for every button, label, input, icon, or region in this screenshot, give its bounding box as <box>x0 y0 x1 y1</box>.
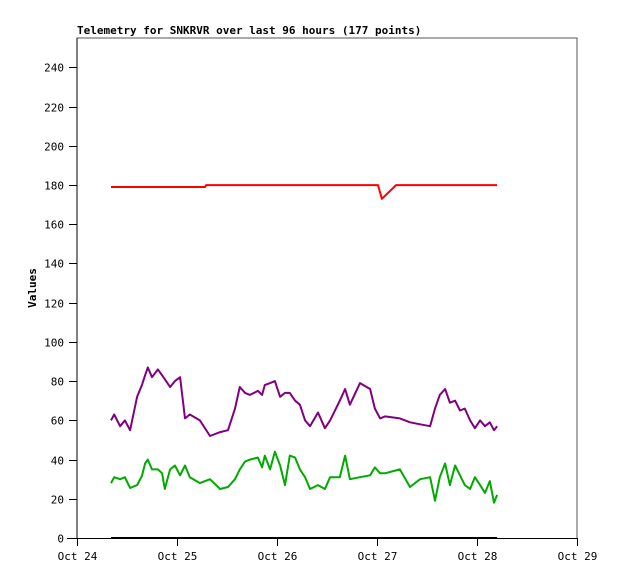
series-line-2 <box>111 184 498 200</box>
y-tick-label: 20 <box>51 494 64 507</box>
x-tick-label: Oct 29 <box>558 550 598 563</box>
y-tick-label: 40 <box>51 455 64 468</box>
y-tick-label: 220 <box>44 102 64 115</box>
y-tick-label: 160 <box>44 219 64 232</box>
x-tick-label: Oct 24 <box>58 550 98 563</box>
y-tick-label: 180 <box>44 180 64 193</box>
x-tick-label: Oct 25 <box>158 550 198 563</box>
y-tick-label: 240 <box>44 62 64 75</box>
y-tick-label: 100 <box>44 337 64 350</box>
y-tick-label: 140 <box>44 258 64 271</box>
y-tick-label: 200 <box>44 141 64 154</box>
series-line-0 <box>110 450 499 504</box>
plot-frame <box>76 37 578 538</box>
y-tick-label: 0 <box>57 533 64 546</box>
y-tick-label: 80 <box>51 376 64 389</box>
x-tick-label: Oct 27 <box>358 550 398 563</box>
x-tick-label: Oct 28 <box>458 550 498 563</box>
y-tick-label: 120 <box>44 298 64 311</box>
y-tick-label: 60 <box>51 415 64 428</box>
x-tick-label: Oct 26 <box>258 550 298 563</box>
series-line-1 <box>110 366 498 437</box>
chart-title: Telemetry for SNKRVR over last 96 hours … <box>77 24 421 37</box>
y-axis-label: Values <box>26 268 39 308</box>
